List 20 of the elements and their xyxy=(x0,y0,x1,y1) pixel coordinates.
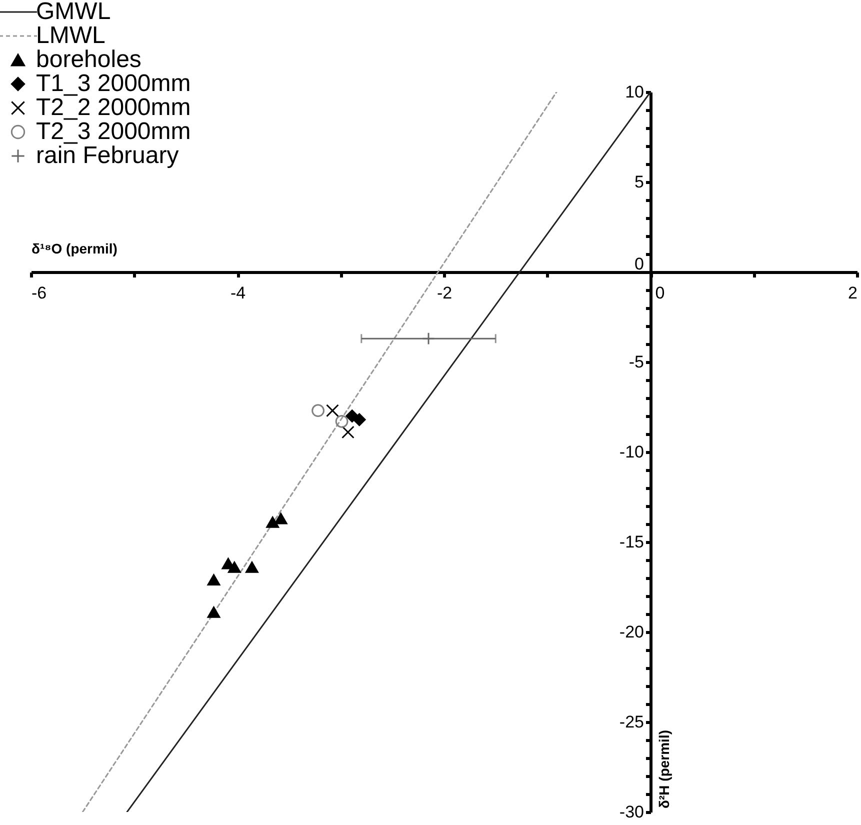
y-tick-label: -5 xyxy=(628,352,644,372)
x-tick-label: -4 xyxy=(230,284,246,302)
x-axis-title: δ¹⁸O (permil) xyxy=(32,240,118,256)
y-tick-label: -10 xyxy=(619,442,644,462)
y-axis-title: δ²H (permil) xyxy=(656,730,672,808)
legend-label: GMWL xyxy=(36,0,111,25)
x-tick-label: 0 xyxy=(655,284,665,302)
x-tick-label: 2 xyxy=(848,284,858,302)
y-tick-label: 0 xyxy=(634,254,644,274)
legend-label: boreholes xyxy=(36,46,142,73)
y-tick-label: -30 xyxy=(619,802,644,822)
x-tick-label: -6 xyxy=(32,284,47,302)
x-tick-label: -2 xyxy=(436,284,452,302)
legend-label: T1_3 2000mm xyxy=(36,70,191,97)
y-tick-label: -20 xyxy=(619,622,644,642)
legend-label: LMWL xyxy=(36,22,106,49)
y-tick-label: -25 xyxy=(619,712,644,732)
y-tick-label: 10 xyxy=(625,82,644,102)
y-tick-label: 5 xyxy=(634,172,644,192)
y-tick-label: -15 xyxy=(619,532,644,552)
